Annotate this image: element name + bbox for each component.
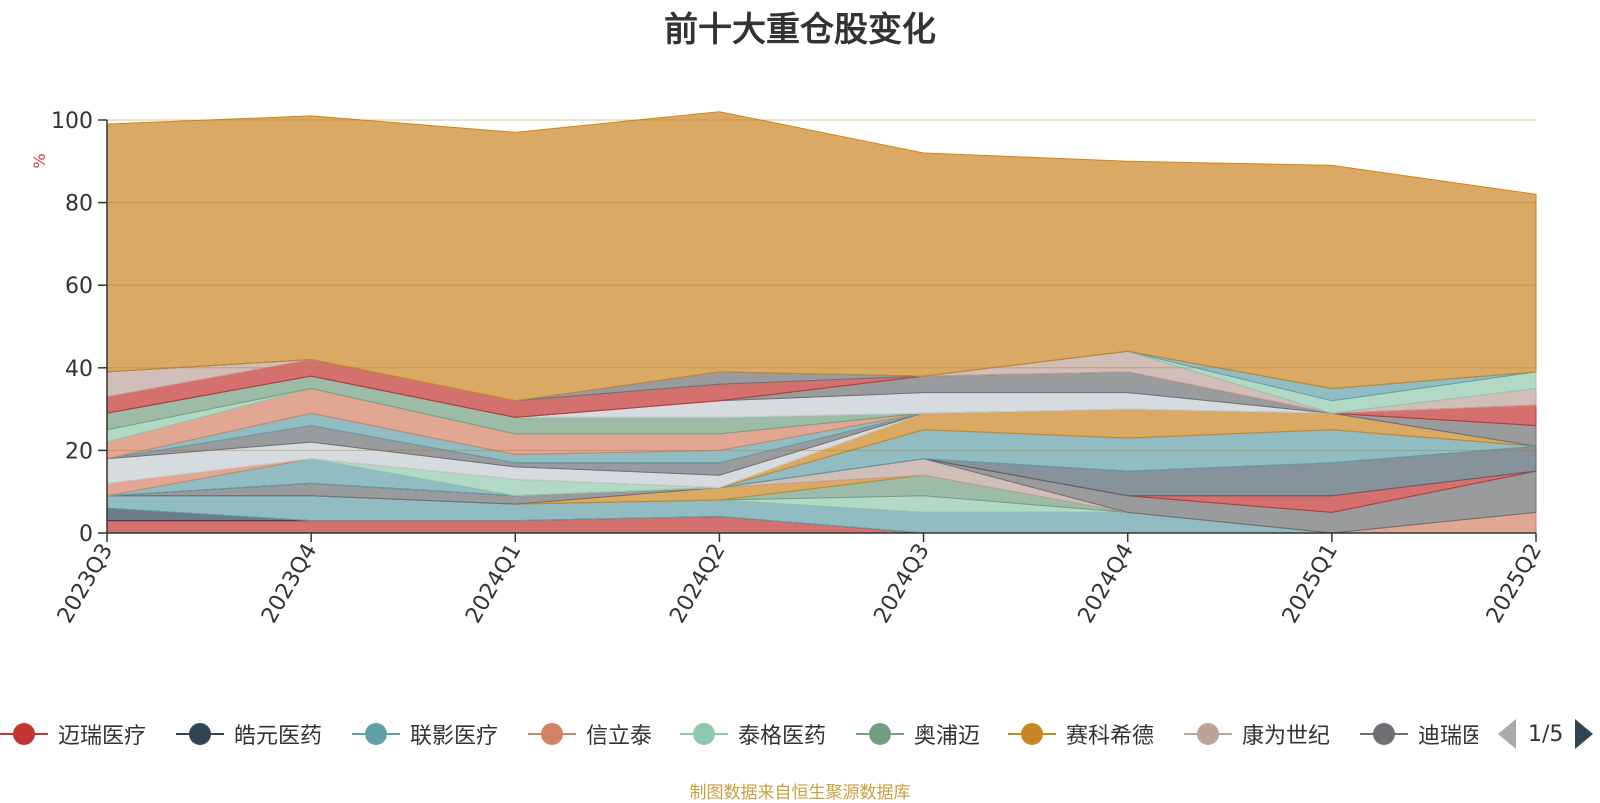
legend: 迈瑞医疗 皓元医药 联影医疗 信立泰 泰格医药 奥浦迈 赛科希德 康为世纪 迪瑞医疗 1/5 (0, 712, 1600, 756)
legend-label: 皓元医药 (234, 724, 323, 749)
legend-label: 赛科希德 (1066, 724, 1155, 749)
legend-dot-icon (869, 723, 891, 745)
legend-item[interactable]: 赛科希德 (1008, 712, 1154, 756)
chart-title: 前十大重仓股变化 (664, 10, 936, 50)
legend-prev-icon[interactable] (1498, 719, 1516, 749)
legend-pager: 1/5 (1498, 712, 1594, 756)
y-axis-label: % (30, 153, 49, 168)
legend-marker-icon (1360, 723, 1408, 745)
legend-marker-icon (856, 723, 904, 745)
legend-dot-icon (189, 723, 211, 745)
source-note: 制图数据来自恒生聚源数据库 (689, 783, 911, 803)
legend-marker-icon (176, 723, 224, 745)
legend-marker-icon (1008, 723, 1056, 745)
legend-dot-icon (13, 723, 35, 745)
y-tick-label: 100 (51, 109, 93, 134)
legend-dot-icon (365, 723, 387, 745)
legend-item[interactable]: 迈瑞医疗 (0, 712, 146, 756)
legend-dot-icon (541, 723, 563, 745)
x-tick-label: 2025Q1 (1278, 540, 1343, 628)
legend-item[interactable]: 皓元医药 (176, 712, 322, 756)
y-tick-label: 80 (65, 192, 93, 217)
legend-item[interactable]: 泰格医药 (680, 712, 826, 756)
x-tick-label: 2024Q4 (1074, 540, 1139, 628)
legend-dot-icon (1021, 723, 1043, 745)
stacked-areas (106, 111, 1537, 534)
y-tick-label: 0 (79, 522, 93, 547)
legend-next-icon[interactable] (1575, 719, 1594, 749)
legend-label: 联影医疗 (410, 724, 499, 749)
x-tick-label: 2024Q2 (665, 540, 730, 628)
x-tick-label: 2025Q2 (1482, 540, 1547, 628)
legend-label: 迈瑞医疗 (58, 724, 147, 749)
legend-label: 康为世纪 (1242, 724, 1331, 749)
legend-marker-icon (528, 723, 576, 745)
area-series-28 (106, 111, 1537, 402)
legend-page-indicator: 1/5 (1528, 721, 1564, 747)
legend-item[interactable]: 迪瑞医疗 (1360, 712, 1478, 756)
legend-item[interactable]: 联影医疗 (352, 712, 498, 756)
legend-label: 泰格医药 (738, 724, 827, 749)
legend-label: 信立泰 (586, 724, 653, 749)
legend-marker-icon (1184, 723, 1232, 745)
legend-dot-icon (693, 723, 715, 745)
legend-marker-icon (680, 723, 728, 745)
legend-marker-icon (0, 723, 48, 745)
legend-item[interactable]: 信立泰 (528, 712, 652, 756)
grid-lines (107, 119, 1536, 451)
legend-items: 迈瑞医疗 皓元医药 联影医疗 信立泰 泰格医药 奥浦迈 赛科希德 康为世纪 迪瑞医疗 (0, 712, 1478, 756)
y-tick-label: 60 (65, 274, 93, 299)
legend-dot-icon (1373, 723, 1395, 745)
legend-marker-icon (352, 723, 400, 745)
legend-item[interactable]: 康为世纪 (1184, 712, 1330, 756)
x-tick-label: 2023Q3 (53, 540, 118, 628)
legend-item[interactable]: 奥浦迈 (856, 712, 980, 756)
x-tick-label: 2024Q3 (869, 540, 934, 628)
legend-label: 迪瑞医疗 (1418, 724, 1478, 749)
y-tick-label: 40 (65, 357, 93, 382)
legend-dot-icon (1197, 723, 1219, 745)
y-tick-label: 20 (65, 439, 93, 464)
x-tick-label: 2023Q4 (257, 540, 322, 628)
x-tick-label: 2024Q1 (461, 540, 526, 628)
chart-area: 0 20 40 60 80 100 2023Q3 2023Q4 2024Q1 2024Q2 2024… (30, 109, 1547, 628)
legend-label: 奥浦迈 (914, 724, 981, 749)
